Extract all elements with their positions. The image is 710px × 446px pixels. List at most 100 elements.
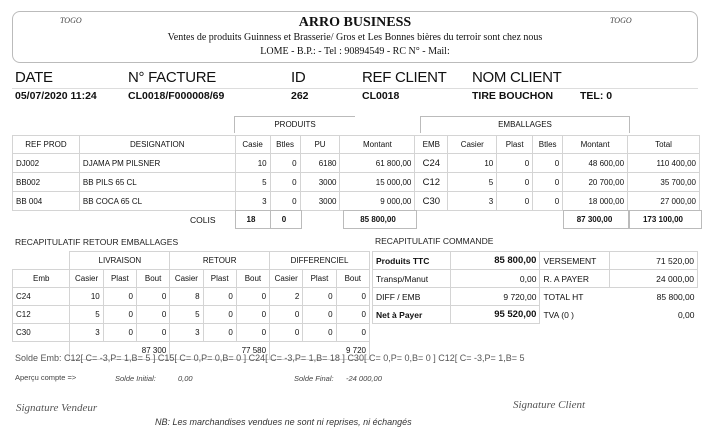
total-emballages: 87 300,00 — [563, 210, 630, 229]
table-cell: 0 — [269, 172, 301, 192]
total-livraison: 87 300 — [69, 341, 171, 360]
table-row: BB002 BB PILS 65 CL 5 0 3000 15 000,00 C12 5 0 0 2… — [12, 172, 700, 192]
label: TOTAL HT — [543, 291, 584, 302]
table-row: Net à Payer 95 520,00 TVA (0 ) 0,00 — [372, 305, 698, 324]
recap-emb-title: RECAPITULATIF RETOUR EMBALLAGES — [15, 237, 179, 247]
table-cell: 20 700,00 — [562, 172, 629, 192]
table-row: Transp/Manut 0,00 R. A PAYER 24 000,00 — [372, 269, 698, 288]
table-cell: 6180 — [299, 153, 341, 173]
table-cell: BB002 — [12, 172, 80, 192]
table-cell: 0 — [102, 287, 138, 306]
table-cell: 0 — [135, 323, 171, 342]
col-header: Casier — [269, 269, 304, 288]
value: 9 720,00 — [449, 287, 541, 306]
table-cell: 0 — [269, 191, 301, 211]
col-header: Emb — [11, 269, 71, 288]
company-header — [12, 11, 698, 63]
country-right: TOGO — [610, 16, 632, 25]
table-cell: 0 — [269, 153, 301, 173]
col-header: Bout — [235, 269, 271, 288]
table-row: DIFF / EMB 9 720,00 TOTAL HT 85 800,00 — [372, 287, 698, 306]
label: Net à Payer — [372, 305, 451, 324]
table-cell: 3000 — [299, 172, 341, 192]
divider — [12, 88, 698, 89]
table-row: DJ002 DJAMA PM PILSNER 10 0 6180 61 800,00 C24… — [12, 153, 700, 173]
table-cell: 0 — [202, 287, 237, 306]
table-cell: 0 — [102, 323, 138, 342]
table-cell: 0 — [235, 323, 271, 342]
table-row: C12 5 0 0 5 0 0 0 0 0 — [11, 305, 371, 324]
table-cell: 10 — [69, 287, 104, 306]
solde-emb: Solde Emb: C12[ C= -3,P= 1,B= 5 ] C15[ C… — [15, 353, 525, 363]
solde-final: -24 000,00 — [346, 374, 382, 383]
col-header: Bout — [135, 269, 171, 288]
nom-client-label: NOM CLIENT — [472, 69, 562, 86]
value: 0,00 — [449, 269, 541, 288]
group-livraison: LIVRAISON — [69, 251, 171, 270]
col-header: PU — [299, 135, 341, 154]
table-cell: 48 600,00 — [562, 153, 629, 173]
col-header: Casier — [169, 269, 204, 288]
date-value: 05/07/2020 11:24 — [15, 90, 97, 102]
value: 0,00 — [677, 309, 695, 320]
colis-casie: 18 — [235, 210, 271, 229]
total-retour: 77 580 — [169, 341, 271, 360]
table-cell: 9 000,00 — [339, 191, 416, 211]
col-header: EMB — [414, 135, 449, 154]
ref-client-value: CL0018 — [362, 90, 400, 102]
table-cell: 0 — [269, 305, 304, 324]
table-cell: 2 — [269, 287, 304, 306]
table-cell: 0 — [202, 305, 237, 324]
total-general: 173 100,00 — [628, 210, 702, 229]
table-cell: 3 — [447, 191, 498, 211]
table-cell: C12 — [11, 305, 71, 324]
table-cell: BB PILS 65 CL — [78, 172, 236, 192]
signature-vendeur: Signature Vendeur — [16, 402, 98, 414]
table-cell: C24 — [414, 153, 449, 173]
table-cell: 3 — [69, 323, 104, 342]
nom-client-value: TIRE BOUCHON — [472, 90, 554, 102]
table-cell: 0 — [302, 287, 337, 306]
value: 71 520,00 — [609, 251, 698, 270]
label: R. A PAYER — [539, 269, 611, 288]
table-cell: 0 — [102, 305, 138, 324]
col-header: Plast — [302, 269, 337, 288]
tel-value: TEL: 0 — [580, 90, 613, 102]
table-cell: 0 — [302, 305, 337, 324]
table-cell: 0 — [135, 287, 171, 306]
table-cell: 0 — [135, 305, 171, 324]
recap-cmd-title: RECAPITULATIF COMMANDE — [375, 236, 494, 246]
table-cell: DJ002 — [12, 153, 80, 173]
table-cell: C30 — [11, 323, 71, 342]
table-cell: 5 — [169, 305, 204, 324]
table-cell: 3 — [234, 191, 271, 211]
col-header: Casier — [69, 269, 104, 288]
table-row: Produits TTC 85 800,00 VERSEMENT 71 520,00 — [372, 251, 698, 270]
col-header: Plast — [202, 269, 237, 288]
label: Transp/Manut — [372, 269, 451, 288]
table-cell: 0 — [496, 153, 534, 173]
col-header: Total — [627, 135, 700, 154]
table-cell: DJAMA PM PILSNER — [78, 153, 236, 173]
table-cell: 27 000,00 — [627, 191, 700, 211]
col-header: Plast — [496, 135, 534, 154]
group-differenciel: DIFFERENCIEL — [269, 251, 370, 270]
solde-final-label: Solde Final: — [294, 374, 334, 383]
col-header: Bout — [335, 269, 371, 288]
table-cell: 5 — [447, 172, 498, 192]
table-cell: BB COCA 65 CL — [78, 191, 236, 211]
table-cell: 0 — [335, 287, 371, 306]
recap-cmd-table: Produits TTC 85 800,00 VERSEMENT 71 520,00 T… — [372, 251, 698, 324]
table-cell: 10 — [447, 153, 498, 173]
country-left: TOGO — [60, 16, 82, 25]
recap-emb-table: LIVRAISON RETOUR DIFFERENCIEL Emb Casier P… — [11, 251, 371, 360]
table-cell: 0 — [532, 172, 564, 192]
table-cell: 3 — [169, 323, 204, 342]
colis-label: COLIS — [190, 215, 216, 225]
table-cell: 0 — [496, 191, 534, 211]
label: Produits TTC — [372, 251, 451, 270]
table-cell: 0 — [235, 305, 271, 324]
col-header: Casier — [447, 135, 498, 154]
table-cell: 0 — [235, 287, 271, 306]
table-cell: C12 — [414, 172, 449, 192]
